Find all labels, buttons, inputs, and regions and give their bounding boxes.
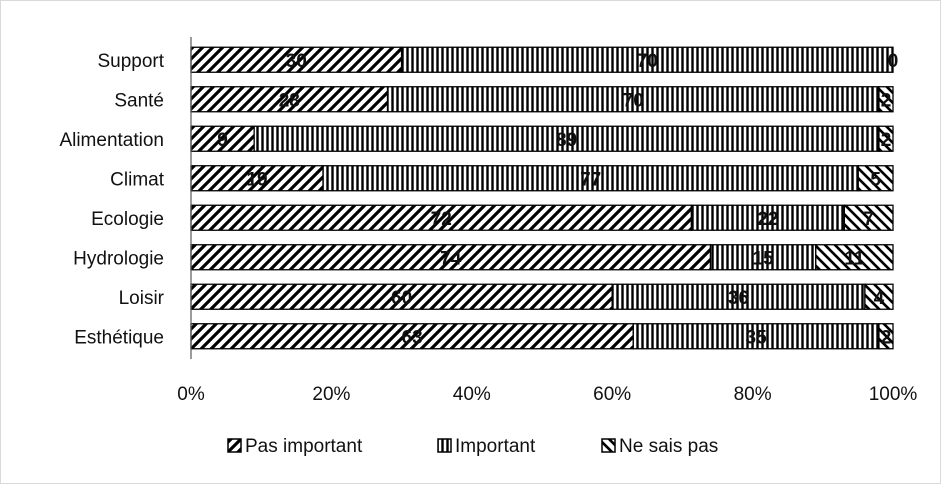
bar-segment-7-0	[190, 323, 634, 350]
bar-segment-3-1	[322, 165, 859, 192]
bar-segment-2-2	[878, 125, 894, 152]
legend-item-1: Important	[437, 436, 536, 457]
bar-segment-1-1	[386, 86, 880, 113]
legend: Pas important Important Ne sais pas	[227, 436, 718, 457]
data-label-5-0: 74	[440, 248, 462, 269]
data-label-6-1: 36	[728, 288, 749, 309]
bar-segment-1-2	[878, 86, 894, 113]
category-label-2: Alimentation	[59, 130, 164, 151]
data-label-0-1: 70	[637, 51, 658, 72]
data-label-7-0: 63	[402, 327, 423, 348]
data-label-1-0: 28	[279, 90, 300, 111]
category-label-5: Hydrologie	[73, 248, 164, 269]
data-label-7-2: 2	[881, 327, 892, 348]
data-label-5-2: 11	[844, 248, 865, 269]
bar-segment-6-2	[864, 283, 894, 310]
legend-label-1: Important	[455, 436, 536, 457]
category-label-1: Santé	[114, 90, 164, 111]
legend-label-0: Pas important	[245, 436, 363, 457]
data-label-3-1: 77	[580, 169, 601, 190]
bar-segment-2-0	[190, 125, 255, 152]
data-label-1-1: 70	[623, 90, 644, 111]
data-label-7-1: 35	[746, 327, 768, 348]
category-label-6: Loisir	[119, 288, 165, 309]
bar-segment-1-0	[190, 86, 389, 113]
data-label-4-2: 7	[863, 209, 874, 230]
data-label-1-2: 2	[881, 90, 892, 111]
x-tick-label-0: 0%	[177, 384, 205, 405]
category-label-3: Climat	[110, 169, 165, 190]
legend-item-2: Ne sais pas	[601, 436, 718, 457]
data-label-6-2: 4	[874, 288, 885, 309]
bar-segment-5-2	[815, 244, 894, 271]
bar-segment-7-2	[878, 323, 894, 350]
legend-swatch-1	[437, 438, 452, 453]
data-label-0-0: 30	[286, 51, 307, 72]
data-label-2-1: 89	[556, 130, 577, 151]
data-label-3-2: 5	[870, 169, 881, 190]
bar-segment-5-1	[709, 244, 817, 271]
bar-segment-3-0	[190, 165, 324, 192]
x-tick-label-4: 80%	[734, 384, 772, 405]
bar-segment-5-0	[190, 244, 712, 271]
bar-segment-4-1	[690, 204, 845, 231]
bar-segment-0-1	[400, 46, 894, 73]
data-label-2-0: 9	[217, 130, 228, 151]
data-label-5-1: 15	[753, 248, 775, 269]
data-label-0-2: 0	[888, 51, 899, 72]
plot-area: Support 30 70 0 Santé 28 70 2 Alimentation 9 89 2 Cl…	[59, 37, 917, 405]
category-label-7: Esthétique	[74, 327, 164, 348]
data-label-3-0: 19	[246, 169, 267, 190]
category-label-4: Ecologie	[91, 209, 164, 230]
x-tick-label-3: 60%	[593, 384, 631, 405]
legend-swatch-2	[601, 438, 616, 453]
legend-label-2: Ne sais pas	[619, 436, 718, 457]
category-label-0: Support	[97, 51, 164, 72]
x-tick-label-1: 20%	[312, 384, 350, 405]
bar-segment-3-2	[857, 165, 894, 192]
x-tick-label-2: 40%	[453, 384, 491, 405]
bar-segment-4-2	[843, 204, 894, 231]
legend-item-0: Pas important	[227, 436, 363, 457]
data-label-4-0: 72	[431, 209, 452, 230]
legend-swatch-0	[227, 438, 242, 453]
x-tick-label-5: 100%	[869, 384, 918, 405]
data-label-6-0: 60	[391, 288, 412, 309]
data-label-2-2: 2	[881, 130, 892, 151]
data-label-4-1: 22	[757, 209, 778, 230]
bar-segment-6-1	[611, 283, 866, 310]
bar-segment-6-0	[190, 283, 613, 310]
